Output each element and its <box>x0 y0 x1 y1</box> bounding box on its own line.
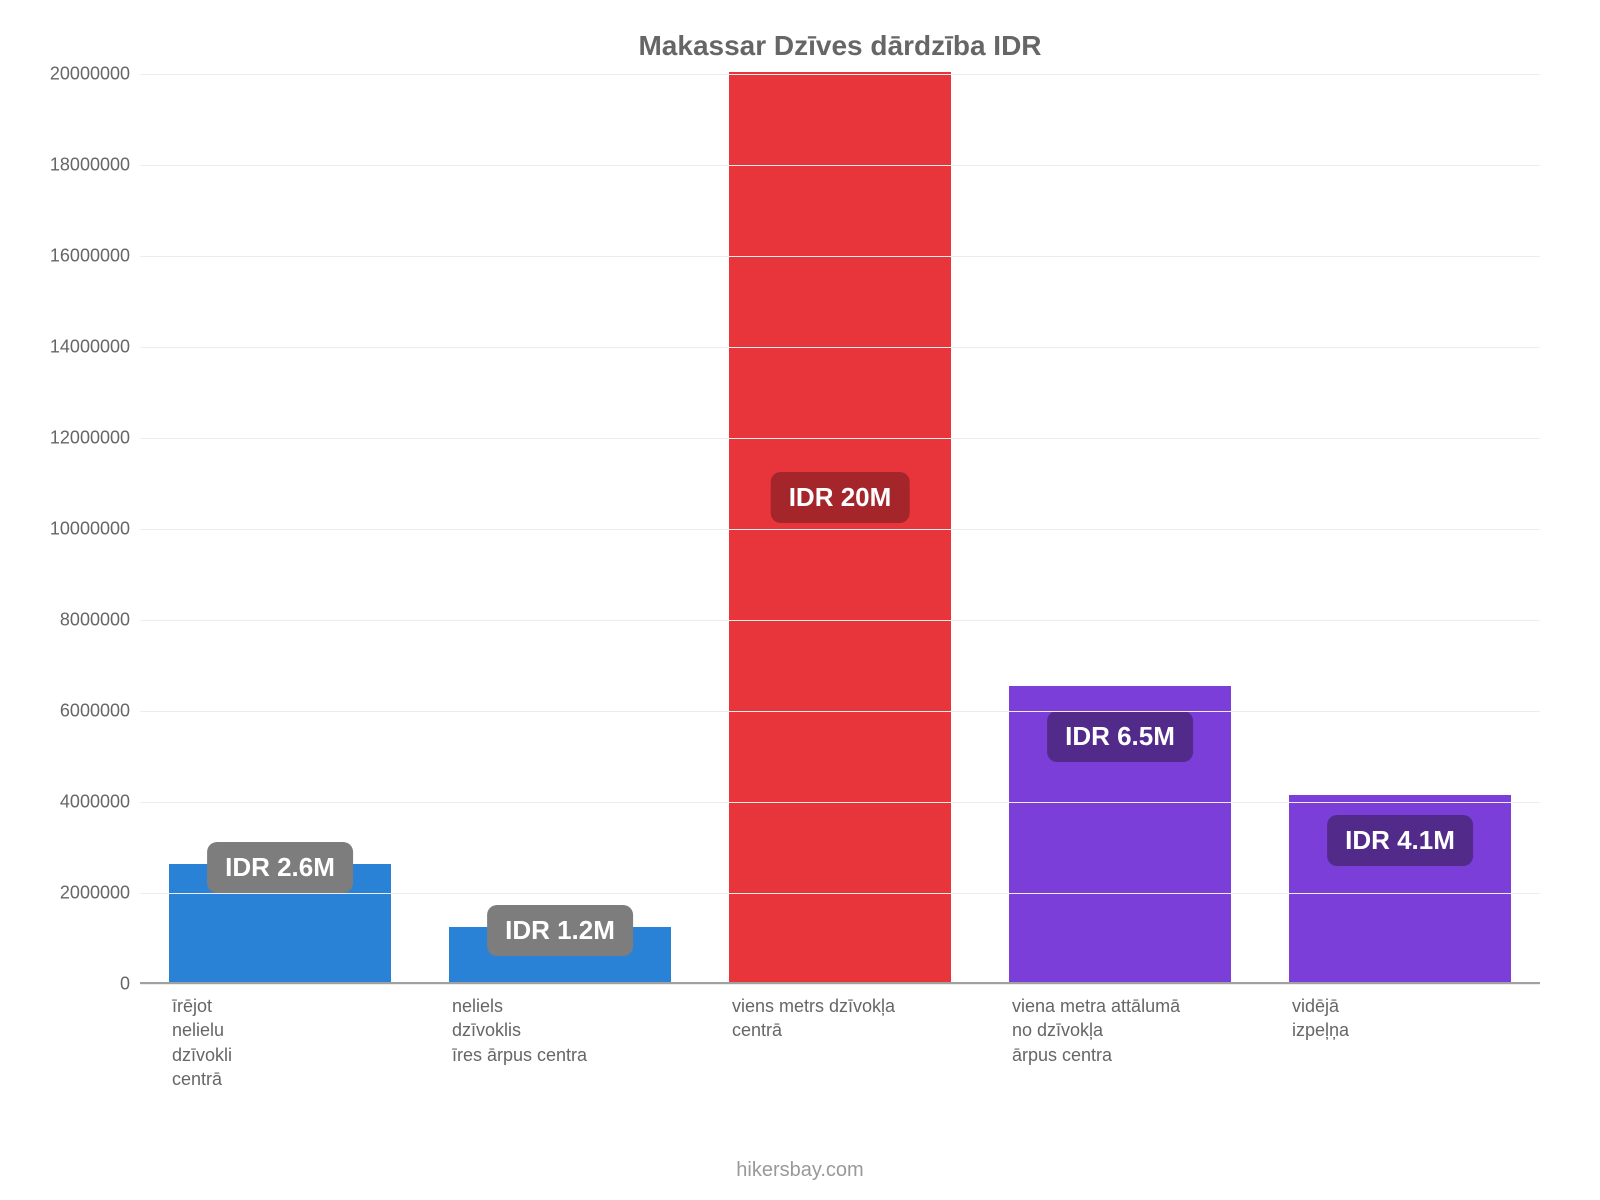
gridline <box>140 165 1540 166</box>
y-tick-label: 0 <box>120 974 140 995</box>
bar: IDR 1.2M <box>449 927 671 982</box>
y-tick-label: 2000000 <box>60 883 140 904</box>
gridline <box>140 438 1540 439</box>
y-tick-label: 4000000 <box>60 792 140 813</box>
value-label: IDR 2.6M <box>207 842 353 893</box>
gridline <box>140 529 1540 530</box>
y-tick-label: 14000000 <box>50 337 140 358</box>
value-label: IDR 6.5M <box>1047 711 1193 762</box>
x-axis-labels: īrējotnelieludzīvoklicentrā nelielsdzīvok… <box>140 994 1540 1091</box>
bar: IDR 4.1M <box>1289 795 1511 982</box>
x-tick-label: viens metrs dzīvokļacentrā <box>714 994 966 1091</box>
plot-area: IDR 2.6MIDR 1.2MIDR 20MIDR 6.5MIDR 4.1M … <box>140 74 1540 984</box>
bar-slot: IDR 1.2M <box>434 74 686 982</box>
bar-slot: IDR 2.6M <box>154 74 406 982</box>
bar: IDR 2.6M <box>169 864 391 982</box>
y-tick-label: 20000000 <box>50 64 140 85</box>
bar-slot: IDR 4.1M <box>1274 74 1526 982</box>
y-tick-label: 18000000 <box>50 155 140 176</box>
x-tick-label: viena metra attālumāno dzīvokļaārpus cen… <box>994 994 1246 1091</box>
y-tick-label: 10000000 <box>50 519 140 540</box>
value-label: IDR 4.1M <box>1327 815 1473 866</box>
bars-group: IDR 2.6M IDR 1.2M IDR 20M IDR 6.5M IDR 4.1M <box>140 74 1540 982</box>
gridline <box>140 74 1540 75</box>
y-tick-label: 12000000 <box>50 428 140 449</box>
y-tick-label: 16000000 <box>50 246 140 267</box>
gridline <box>140 256 1540 257</box>
gridline <box>140 802 1540 803</box>
bar: IDR 6.5M <box>1009 686 1231 982</box>
x-tick-label: vidējāizpeļņa <box>1274 994 1526 1091</box>
gridline <box>140 984 1540 985</box>
gridline <box>140 893 1540 894</box>
chart-container: Makassar Dzīves dārdzība IDR IDR 2.6MIDR… <box>0 0 1600 1200</box>
bar-slot: IDR 20M <box>714 74 966 982</box>
y-tick-label: 8000000 <box>60 610 140 631</box>
gridline <box>140 347 1540 348</box>
bar: IDR 20M <box>729 72 951 982</box>
x-tick-label: nelielsdzīvoklisīres ārpus centra <box>434 994 686 1091</box>
bar-slot: IDR 6.5M <box>994 74 1246 982</box>
value-label: IDR 20M <box>771 472 910 523</box>
chart-title: Makassar Dzīves dārdzība IDR <box>140 30 1540 62</box>
gridline <box>140 620 1540 621</box>
footer-attribution: hikersbay.com <box>0 1159 1600 1182</box>
value-label: IDR 1.2M <box>487 905 633 956</box>
y-tick-label: 6000000 <box>60 701 140 722</box>
x-tick-label: īrējotnelieludzīvoklicentrā <box>154 994 406 1091</box>
gridline <box>140 711 1540 712</box>
